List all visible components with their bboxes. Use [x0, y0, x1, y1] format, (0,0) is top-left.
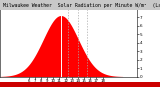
- Text: Milwaukee Weather  Solar Radiation per Minute W/m²  (Last 24 Hours): Milwaukee Weather Solar Radiation per Mi…: [3, 3, 160, 8]
